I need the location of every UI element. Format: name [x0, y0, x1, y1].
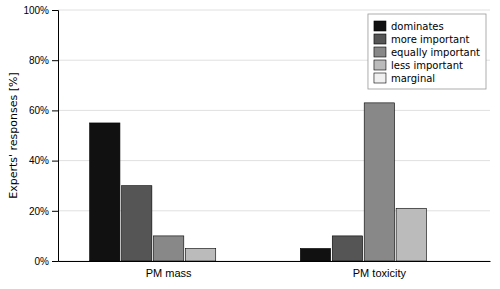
legend-item: marginal	[374, 73, 435, 84]
tick-label: 60%	[29, 105, 49, 116]
grid-line	[58, 110, 490, 111]
legend-item: less important	[374, 60, 463, 71]
tick: 0%	[35, 256, 58, 267]
bar	[364, 103, 394, 261]
x-axis: PM mass PM toxicity	[59, 262, 491, 279]
tick: 100%	[23, 5, 58, 16]
axis-line	[52, 11, 59, 262]
y-axis-title: Experts' responses [%]	[7, 72, 20, 199]
grid-line	[58, 10, 490, 11]
tick: PM mass	[146, 267, 192, 279]
tick-mark	[52, 10, 58, 11]
bars	[90, 103, 427, 261]
legend-swatch	[374, 73, 386, 83]
tick: 40%	[29, 155, 58, 166]
tick-mark	[52, 60, 58, 61]
legend-item: dominates	[374, 21, 444, 32]
tick-mark	[52, 211, 58, 212]
tick: 20%	[29, 206, 58, 217]
legend-item: equally important	[374, 47, 480, 58]
bar	[122, 186, 152, 261]
grid-line	[58, 160, 490, 161]
legend: dominates more important equally important…	[368, 14, 486, 89]
bar	[90, 123, 120, 261]
chart: 0% 20% 40% 60% 80% 100% PM mass PM toxicity domi…	[0, 0, 500, 289]
tick-label: 80%	[29, 55, 49, 66]
bar-series	[90, 123, 331, 261]
legend-frame	[368, 14, 486, 89]
tick-label: PM toxicity	[353, 267, 407, 279]
tick-label: 20%	[29, 206, 49, 217]
legend-swatch	[374, 60, 386, 70]
tick-mark	[52, 161, 58, 162]
bar	[300, 248, 330, 261]
tick-label: 40%	[29, 155, 49, 166]
legend-label: equally important	[391, 47, 480, 58]
tick-label: PM mass	[146, 267, 192, 279]
grid	[58, 10, 490, 261]
bar	[217, 261, 247, 262]
legend-label: less important	[391, 60, 463, 71]
bar-series	[153, 103, 394, 261]
legend-label: marginal	[391, 73, 435, 84]
tick: PM toxicity	[353, 267, 407, 279]
legend-swatch	[374, 34, 386, 44]
bar	[396, 208, 426, 261]
axis-line	[59, 261, 491, 262]
tick-mark	[52, 261, 58, 262]
legend-label: dominates	[391, 21, 444, 32]
bar-series	[122, 186, 363, 261]
legend-label: more important	[391, 34, 470, 45]
tick-label: 100%	[23, 5, 49, 16]
tick: 60%	[29, 105, 58, 116]
tick-label: 0%	[35, 256, 50, 267]
plot: 0% 20% 40% 60% 80% 100% PM mass PM toxicity domi…	[23, 5, 490, 279]
bar	[332, 236, 362, 261]
legend-swatch	[374, 21, 386, 31]
tick-mark	[52, 110, 58, 111]
legend-swatch	[374, 47, 386, 57]
tick: 80%	[29, 55, 58, 66]
bar	[185, 248, 215, 261]
bar	[153, 236, 183, 261]
bar	[428, 261, 458, 262]
y-axis: 0% 20% 40% 60% 80% 100%	[23, 5, 58, 267]
bar-series	[185, 208, 426, 261]
legend-item: more important	[374, 34, 470, 45]
